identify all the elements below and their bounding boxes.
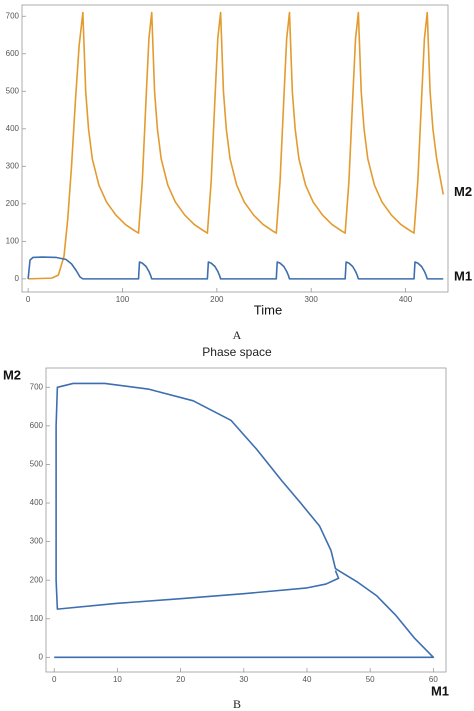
plot-frame — [45, 367, 447, 673]
x-tick-label: 400 — [399, 295, 413, 304]
series-line — [27, 256, 444, 280]
x-tick-label: 50 — [366, 675, 375, 684]
x-tick-label: 300 — [305, 295, 319, 304]
x-tick-label: 200 — [210, 295, 224, 304]
chart-title: Phase space — [202, 345, 272, 359]
plot-frame — [21, 4, 449, 293]
series-label: M1 — [454, 268, 472, 283]
y-tick-label: 400 — [30, 498, 44, 507]
y-tick-label: 500 — [30, 460, 44, 469]
y-tick-label: 400 — [6, 124, 20, 133]
y-axis-title: M2 — [3, 367, 21, 382]
y-tick-label: 0 — [39, 652, 44, 661]
x-tick-label: 100 — [116, 295, 130, 304]
x-tick-label: 10 — [113, 675, 122, 684]
x-tick-label: 0 — [52, 675, 57, 684]
y-tick-label: 500 — [6, 86, 20, 95]
y-tick-label: 200 — [6, 199, 20, 208]
x-tick-label: 20 — [176, 675, 185, 684]
x-tick-label: 0 — [26, 295, 31, 304]
x-tick-label: 40 — [303, 675, 312, 684]
series-line — [54, 382, 435, 659]
x-axis-title: M1 — [431, 683, 449, 698]
y-tick-label: 0 — [15, 274, 20, 283]
y-tick-label: 700 — [6, 11, 20, 20]
y-tick-label: 300 — [6, 161, 20, 170]
caption: A — [233, 328, 242, 342]
y-tick-label: 600 — [6, 49, 20, 58]
y-tick-label: 100 — [6, 236, 20, 245]
x-tick-label: 30 — [239, 675, 248, 684]
caption: B — [233, 697, 241, 711]
x-tick-label: 60 — [429, 675, 438, 684]
y-tick-label: 100 — [30, 614, 44, 623]
series-label: M2 — [454, 184, 472, 199]
y-tick-label: 200 — [30, 575, 44, 584]
y-tick-label: 600 — [30, 421, 44, 430]
y-tick-label: 700 — [30, 382, 44, 391]
x-axis-title: Time — [254, 302, 282, 317]
y-tick-label: 300 — [30, 537, 44, 546]
series-line — [28, 11, 445, 280]
